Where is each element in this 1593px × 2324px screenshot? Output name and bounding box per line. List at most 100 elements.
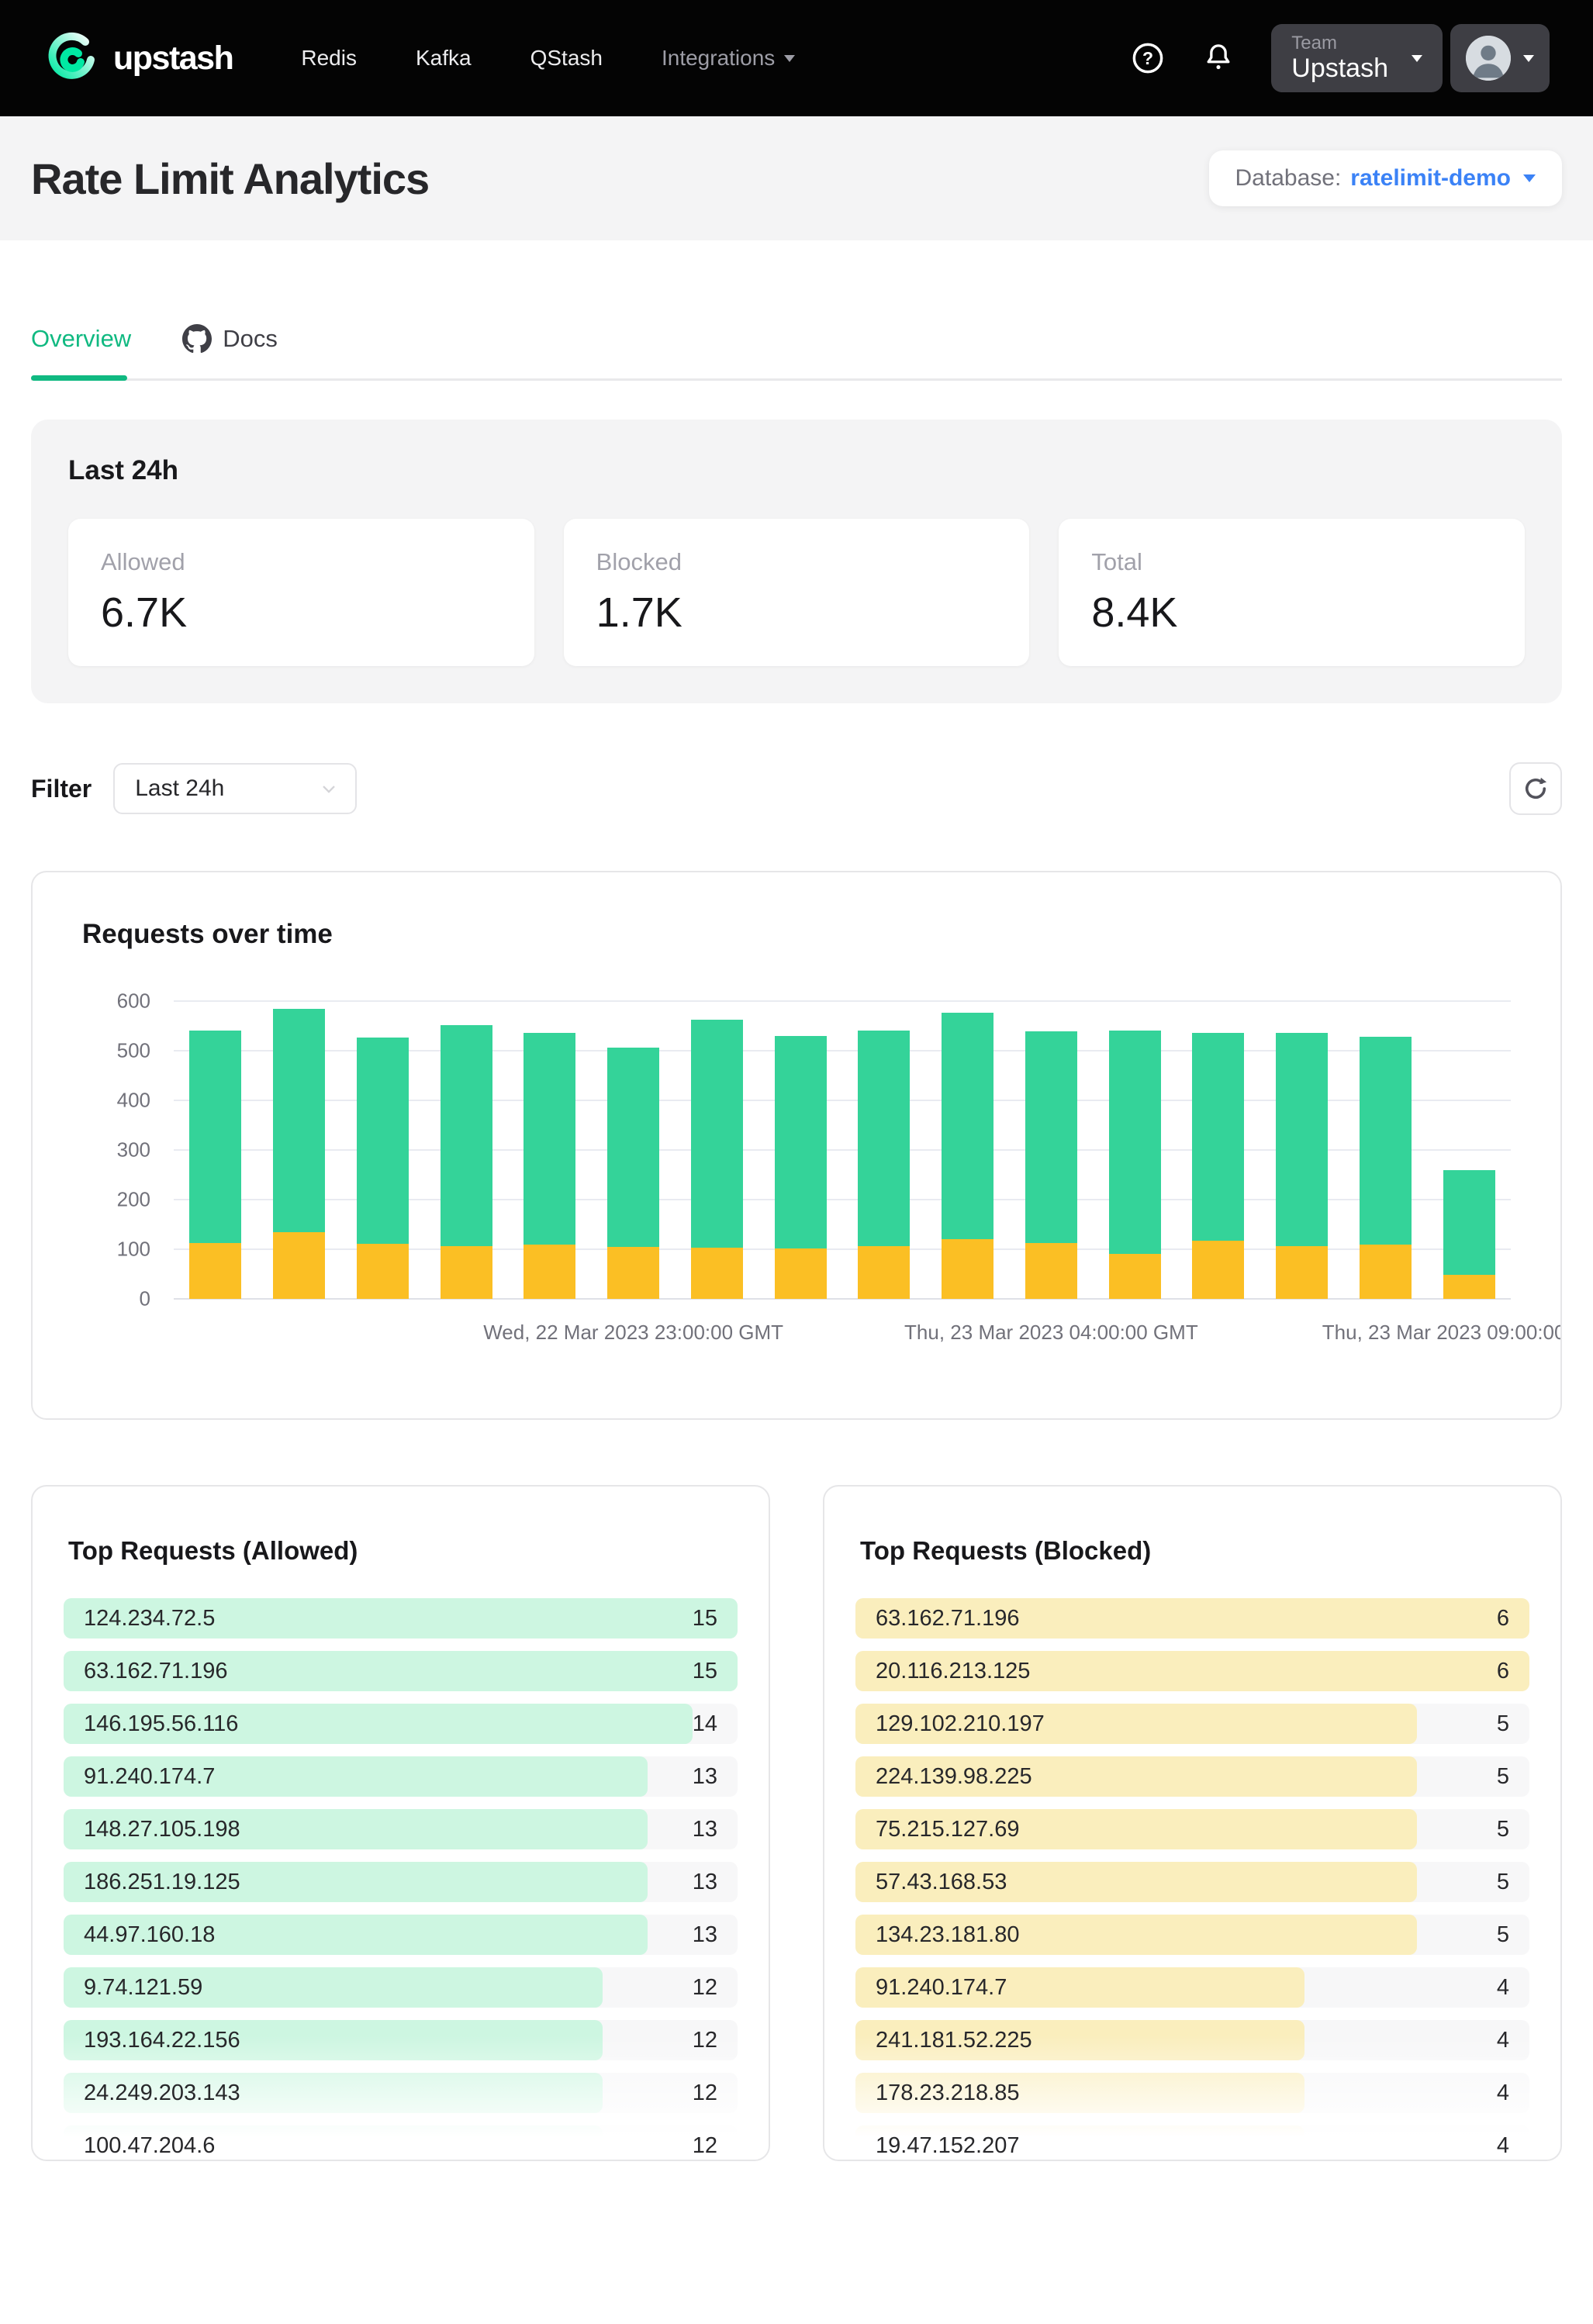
row-bar-fill [855,1598,1529,1639]
stacked-bar [524,1032,576,1299]
table-row: 24.249.203.143 12 [64,2073,738,2113]
time-range-value: Last 24h [135,775,225,801]
row-count: 12 [692,2132,717,2158]
row-bar-fill [855,1967,1305,2008]
row-ip: 100.47.204.6 [84,2132,216,2158]
row-bar-fill [855,1915,1418,1955]
table-row: 63.162.71.196 15 [64,1651,738,1691]
table-row: 178.23.218.85 4 [855,2073,1529,2113]
database-selector[interactable]: Database: ratelimit-demo [1208,150,1562,206]
row-ip: 57.43.168.53 [876,1869,1007,1894]
row-bar-fill [855,1756,1418,1797]
upstash-logo[interactable]: upstash [43,30,234,86]
row-count: 14 [692,1711,717,1736]
time-range-select[interactable]: Last 24h [113,763,358,814]
row-ip: 63.162.71.196 [84,1658,228,1683]
nav-link-redis[interactable]: Redis [301,46,357,70]
bar-allowed-segment [1108,1031,1161,1255]
table-row: 100.47.204.6 12 [64,2125,738,2160]
database-value: ratelimit-demo [1350,165,1511,191]
gridline [174,1248,1511,1250]
y-tick-label: 0 [139,1286,150,1310]
notifications-button[interactable] [1201,41,1235,75]
row-ip: 193.164.22.156 [84,2027,240,2053]
help-button[interactable]: ? [1130,40,1166,76]
table-row: 146.195.56.116 14 [64,1704,738,1744]
y-tick-label: 500 [116,1038,150,1062]
stats-panel: Last 24h Allowed 6.7K Blocked 1.7K Total… [31,420,1562,703]
bar-blocked-segment [1192,1241,1245,1299]
bar-blocked-segment [440,1245,492,1299]
bar-slot [676,1001,759,1299]
requests-over-time-card: Requests over time 0 100 200 300 400 500 600 W… [31,871,1562,1420]
row-bar-fill [855,1809,1418,1849]
row-count: 15 [692,1658,717,1683]
y-tick-label: 100 [116,1237,150,1261]
bar-blocked-segment [1359,1245,1412,1299]
table-title: Top Requests (Allowed) [68,1536,358,1565]
nav-link-kafka[interactable]: Kafka [415,46,472,70]
user-menu-button[interactable] [1450,24,1550,92]
table-row: 186.251.19.125 13 [64,1862,738,1902]
bar-slot [1177,1001,1260,1299]
stacked-bar [1108,1031,1161,1299]
row-ip: 178.23.218.85 [876,2080,1020,2105]
table-row: 241.181.52.225 4 [855,2020,1529,2060]
brand-wordmark: upstash [113,39,234,77]
account-group: Team Upstash [1271,24,1550,92]
stacked-bar [273,1008,326,1299]
row-count: 13 [692,1922,717,1947]
page-header: Rate Limit Analytics Database: ratelimit… [0,116,1593,240]
refresh-button[interactable] [1509,762,1562,815]
upstash-spiral-icon [43,30,99,86]
bar-allowed-segment [189,1031,242,1244]
stacked-bar [1192,1032,1245,1299]
top-navbar: upstash Redis Kafka QStash Integrations … [0,0,1593,116]
x-tick-label: Wed, 22 Mar 2023 23:00:00 GMT [483,1321,784,1344]
table-row: 148.27.105.198 13 [64,1809,738,1849]
row-ip: 91.240.174.7 [84,1763,216,1789]
bar-allowed-segment [774,1036,827,1249]
bar-blocked-segment [690,1248,743,1299]
stats-cards: Allowed 6.7K Blocked 1.7K Total 8.4K [68,519,1526,666]
bar-allowed-segment [690,1019,743,1248]
bar-blocked-segment [273,1231,326,1299]
row-count: 12 [692,2080,717,2105]
row-count: 4 [1496,2132,1509,2158]
bar-slot [341,1001,425,1299]
stacked-bar [189,1031,242,1299]
top-requests-blocked-card: Top Requests (Blocked) 63.162.71.196 6 20.… [823,1485,1562,2161]
row-count: 5 [1496,1922,1509,1947]
row-ip: 75.215.127.69 [876,1816,1020,1842]
nav-link-integrations-label: Integrations [661,46,776,70]
nav-link-qstash[interactable]: QStash [530,46,603,70]
row-ip: 20.116.213.125 [876,1658,1031,1683]
bar-allowed-segment [356,1037,409,1244]
bar-slot [424,1001,508,1299]
person-icon [1466,36,1511,81]
bar-blocked-segment [1276,1246,1329,1299]
row-count: 6 [1496,1605,1509,1631]
nav-link-integrations[interactable]: Integrations [661,46,796,71]
row-ip: 19.47.152.207 [876,2132,1020,2158]
tab-overview[interactable]: Overview [31,325,131,353]
chevron-down-icon [1523,174,1536,182]
chart-y-axis: 0 100 200 300 400 500 600 [82,989,174,1310]
table-row: 63.162.71.196 6 [855,1598,1529,1639]
stacked-bar [1443,1169,1495,1299]
row-count: 5 [1496,1763,1509,1789]
stacked-bar [1359,1037,1412,1299]
row-bar-fill [64,1915,648,1955]
team-switcher-button[interactable]: Team Upstash [1271,24,1443,92]
y-tick-label: 400 [116,1088,150,1112]
bar-slot [926,1001,1010,1299]
tab-docs[interactable]: Docs [182,324,278,354]
row-ip: 134.23.181.80 [876,1922,1020,1947]
stat-label: Total [1091,548,1142,575]
y-tick-label: 600 [116,989,150,1013]
active-tab-underline [31,375,127,381]
row-ip: 224.139.98.225 [876,1763,1032,1789]
bar-blocked-segment [607,1247,660,1299]
team-name: Upstash [1291,54,1388,84]
row-count: 12 [692,2027,717,2053]
